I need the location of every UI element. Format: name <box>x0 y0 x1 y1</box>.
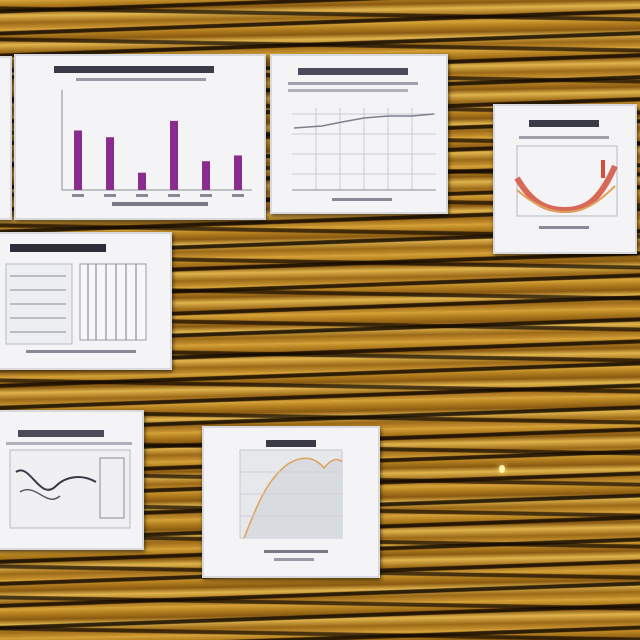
area-chart <box>239 440 343 561</box>
series-curve <box>514 164 618 214</box>
curve-chart-card <box>493 104 637 254</box>
light-glint <box>499 465 505 473</box>
bar <box>74 130 82 190</box>
tick-label-smudge <box>200 194 212 197</box>
diagram-stroke <box>15 469 97 491</box>
series-line <box>293 113 435 129</box>
series-curve-2 <box>516 185 616 214</box>
plot-frame <box>516 145 618 217</box>
diagram-chart <box>6 430 132 529</box>
table-chart-card <box>0 232 172 370</box>
tick-label-smudge <box>136 194 148 197</box>
chart-subtitle-smudge <box>519 136 609 139</box>
bar-chart-card <box>14 54 266 220</box>
curve-chart <box>514 120 618 229</box>
chart-title-smudge <box>298 68 408 75</box>
line-chart-card <box>270 54 448 214</box>
chart-card-partial <box>0 56 12 220</box>
table-chart <box>5 244 147 353</box>
tick-label-smudge <box>232 194 244 197</box>
bar <box>106 137 114 190</box>
x-axis-label-smudge <box>332 198 392 201</box>
bar <box>138 172 146 190</box>
chart-title-smudge <box>266 440 316 447</box>
bar <box>170 120 178 190</box>
chart-subtitle-smudge <box>288 82 418 85</box>
x-axis-label-smudge <box>26 350 136 353</box>
chart-subtitle-smudge <box>6 442 132 445</box>
tick-label-smudge <box>104 194 116 197</box>
x-axis-label-smudge <box>539 226 589 229</box>
right-panel <box>79 263 147 341</box>
x-axis-label-smudge <box>112 202 208 206</box>
tick-label-smudge <box>168 194 180 197</box>
line-chart <box>288 68 436 201</box>
chart-title-smudge <box>54 66 214 73</box>
chart-title-smudge <box>18 430 104 437</box>
chart-subtitle-smudge-2 <box>288 89 408 92</box>
tick-label-smudge <box>72 194 84 197</box>
right-panel-columns <box>87 264 137 340</box>
marker <box>601 160 605 178</box>
bar <box>202 161 210 190</box>
bar-chart <box>54 66 252 206</box>
diagram-frame <box>9 449 131 529</box>
chart-subtitle-smudge <box>76 78 206 81</box>
bar <box>234 155 242 190</box>
diagram-stroke-2 <box>19 489 61 500</box>
area-chart-card <box>202 426 380 578</box>
left-panel-lines <box>10 275 66 333</box>
diagram-box <box>99 457 125 519</box>
grid <box>292 108 436 190</box>
x-axis-label-smudge <box>264 550 328 553</box>
chart-title-smudge <box>529 120 599 127</box>
grid <box>240 471 342 517</box>
area-fill <box>244 458 342 538</box>
x-axis-label-smudge-2 <box>274 558 314 561</box>
series-line <box>243 457 343 539</box>
diagram-chart-card <box>0 410 144 550</box>
chart-title-smudge <box>10 244 106 252</box>
